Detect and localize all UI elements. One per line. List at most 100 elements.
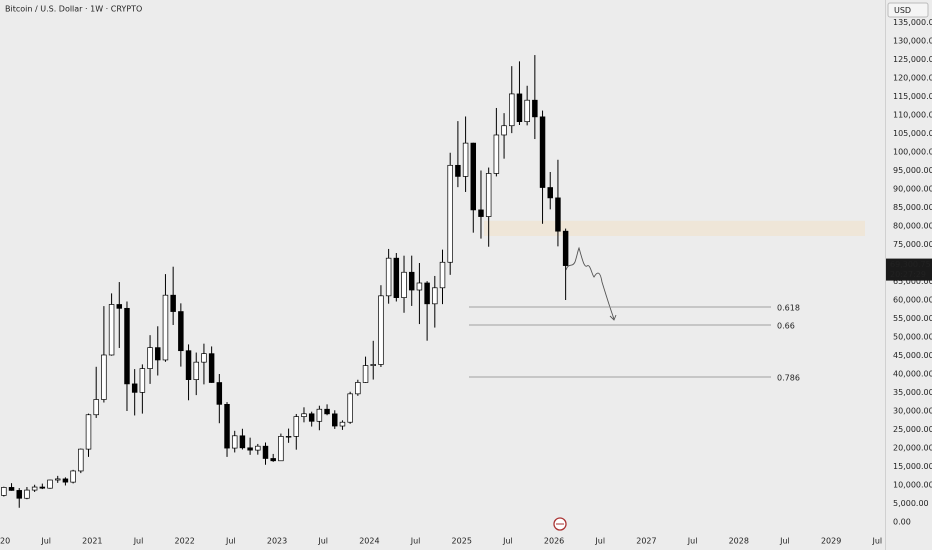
candle-body (78, 448, 84, 472)
y-tick-label: 135,000.00 (893, 18, 932, 27)
candle-body (493, 134, 500, 174)
projection-path (565, 246, 615, 320)
x-tick-label: Jul (687, 537, 698, 546)
candle-body (85, 414, 92, 450)
candle-body (470, 142, 477, 211)
candle-body (24, 489, 30, 499)
candle-body (393, 257, 400, 298)
candle-body (485, 173, 492, 217)
y-tick-label: 0.00 (893, 518, 911, 527)
y-tick-label: 55,000.00 (893, 314, 932, 323)
x-tick-label: 20 (0, 537, 10, 546)
candle-body (262, 445, 269, 459)
y-tick-label: 50,000.00 (893, 333, 932, 342)
currency: USD (894, 6, 911, 15)
candle-body (155, 347, 161, 361)
candle-body (401, 271, 407, 298)
candle-body (501, 125, 507, 136)
candle-body (278, 436, 284, 462)
x-tick-label: Jul (133, 537, 144, 546)
candle-body (185, 350, 192, 380)
last-price-box (886, 258, 932, 281)
candle-body (332, 413, 338, 427)
currency-box[interactable] (887, 2, 929, 18)
y-tick-label: 45,000.00 (893, 351, 932, 360)
candle-body (124, 307, 130, 385)
candle-body (293, 416, 300, 437)
chart-title: Bitcoin / U.S. Dollar · 1W · CRYPTO (5, 5, 142, 14)
y-tick-label: 80,000.00 (893, 222, 932, 231)
candle-body (62, 478, 69, 483)
candle-body (231, 435, 238, 449)
candle-body (432, 287, 438, 305)
countdown: 20:27:29 (890, 270, 926, 279)
candle-body (162, 294, 169, 361)
x-tick-label: Jul (40, 537, 51, 546)
y-tick-label: 35,000.00 (893, 388, 932, 397)
y-tick-label: 125,000.00 (893, 55, 932, 64)
x-tick-label: 2026 (544, 537, 564, 546)
y-tick-label: 10,000.00 (893, 481, 932, 490)
candle-body (362, 365, 369, 383)
y-tick-label: 115,000.00 (893, 92, 932, 101)
candle-body (516, 93, 523, 123)
y-tick-label: 20,000.00 (893, 444, 932, 453)
candle-body (201, 353, 207, 363)
x-tick-label: 2022 (175, 537, 195, 546)
x-tick-label: 2021 (82, 537, 102, 546)
x-tick-label: 2029 (821, 537, 841, 546)
candle-body (324, 408, 330, 415)
candle-body (54, 478, 61, 481)
candle-body (147, 347, 153, 369)
projection-arrow (609, 314, 617, 321)
x-tick-label: Jul (502, 537, 513, 546)
fib-label: 0.786 (777, 373, 800, 382)
y-tick-label: 110,000.00 (893, 110, 932, 119)
candle-body (385, 257, 392, 297)
x-tick-label: Jul (594, 537, 605, 546)
candle-body (347, 393, 353, 423)
fib-label: 0.618 (777, 304, 800, 313)
y-tick-label: 65,000.00 (893, 277, 932, 286)
candle-body (455, 164, 461, 177)
candle-body (424, 282, 430, 305)
candle-body (408, 271, 415, 291)
candle-body (308, 413, 315, 422)
candle-body (101, 354, 107, 400)
zone (484, 220, 865, 236)
candle-body (70, 470, 76, 483)
candle-body (16, 490, 22, 499)
y-tick-label: 105,000.00 (893, 129, 932, 138)
candle-body (93, 399, 99, 416)
x-tick-label: 2024 (359, 537, 379, 546)
candle-body (39, 486, 46, 489)
candle-body (170, 294, 176, 312)
candle-body (270, 458, 276, 462)
candle-body (116, 304, 123, 309)
candle-body (247, 447, 253, 451)
candle-body (239, 435, 246, 449)
candle-body (416, 282, 423, 291)
fib-label: 0.66 (777, 321, 795, 330)
candle-body (539, 116, 546, 188)
candle-body (255, 445, 261, 451)
x-tick-label: 2028 (729, 537, 749, 546)
candle-body (378, 295, 384, 365)
candle-body (462, 142, 469, 177)
y-tick-label: 130,000.00 (893, 36, 932, 45)
candle-body (1, 487, 7, 496)
x-tick-label: 2027 (636, 537, 656, 546)
y-tick-label: 30,000.00 (893, 407, 932, 416)
x-tick-label: Jul (225, 537, 236, 546)
x-tick-label: 2023 (267, 537, 287, 546)
candle-body (47, 479, 53, 489)
y-tick-label: 100,000.00 (893, 148, 932, 157)
candle-body (562, 230, 569, 266)
y-tick-label: 95,000.00 (893, 166, 932, 175)
x-tick-label: Jul (410, 537, 421, 546)
candle-body (355, 382, 361, 395)
y-tick-label: 75,000.00 (893, 240, 932, 249)
candle-body (509, 93, 515, 127)
